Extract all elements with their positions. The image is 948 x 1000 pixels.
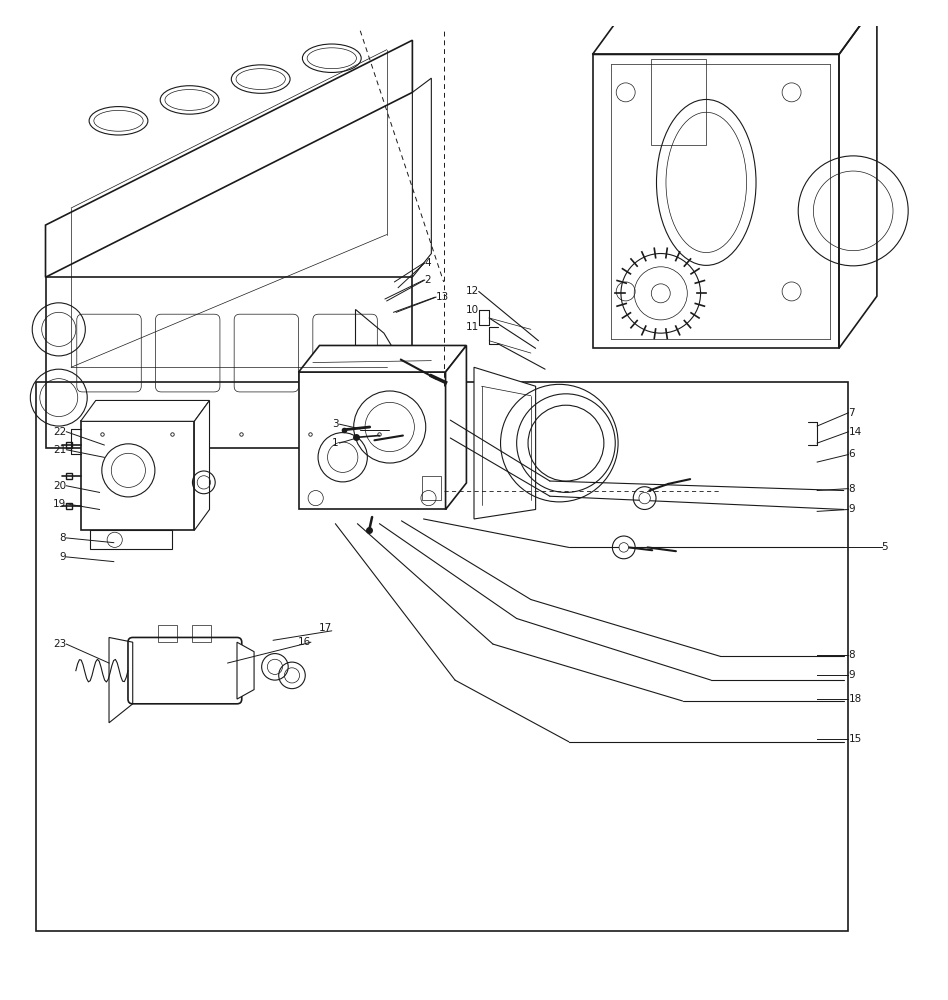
Text: 8: 8 [848,484,855,494]
Polygon shape [299,372,446,509]
Text: 16: 16 [298,637,311,647]
Circle shape [639,492,650,504]
Text: 22: 22 [53,427,66,437]
Bar [651,59,706,144]
Text: 15: 15 [848,734,862,744]
Polygon shape [474,367,536,519]
Polygon shape [81,400,210,421]
Text: 17: 17 [319,623,332,633]
Text: 18: 18 [848,694,862,704]
Text: 1: 1 [332,438,338,448]
Text: 19: 19 [53,499,66,509]
Text: 3: 3 [332,419,338,429]
Bar [192,625,211,642]
Text: 2: 2 [425,275,431,285]
Polygon shape [299,345,466,372]
Bar [158,625,177,642]
Text: 9: 9 [848,504,855,514]
Text: 8: 8 [848,650,855,660]
Polygon shape [446,345,466,509]
Text: 21: 21 [53,445,66,455]
Text: 23: 23 [53,639,66,649]
Bar [422,476,441,500]
Polygon shape [237,642,254,699]
Text: 12: 12 [465,286,479,296]
Text: 7: 7 [848,408,855,418]
Text: 14: 14 [848,427,862,437]
Text: 11: 11 [465,322,479,332]
Polygon shape [194,400,210,530]
Text: 4: 4 [425,258,431,268]
Text: 9: 9 [848,670,855,680]
Text: 13: 13 [436,292,449,302]
Text: 6: 6 [848,449,855,459]
Circle shape [619,543,629,552]
Text: 20: 20 [53,481,66,491]
Text: 8: 8 [60,533,66,543]
Text: 10: 10 [465,305,479,315]
Bar [36,381,848,931]
FancyBboxPatch shape [128,637,242,704]
Text: 9: 9 [60,552,66,562]
Polygon shape [81,421,194,530]
Text: 5: 5 [882,542,888,552]
